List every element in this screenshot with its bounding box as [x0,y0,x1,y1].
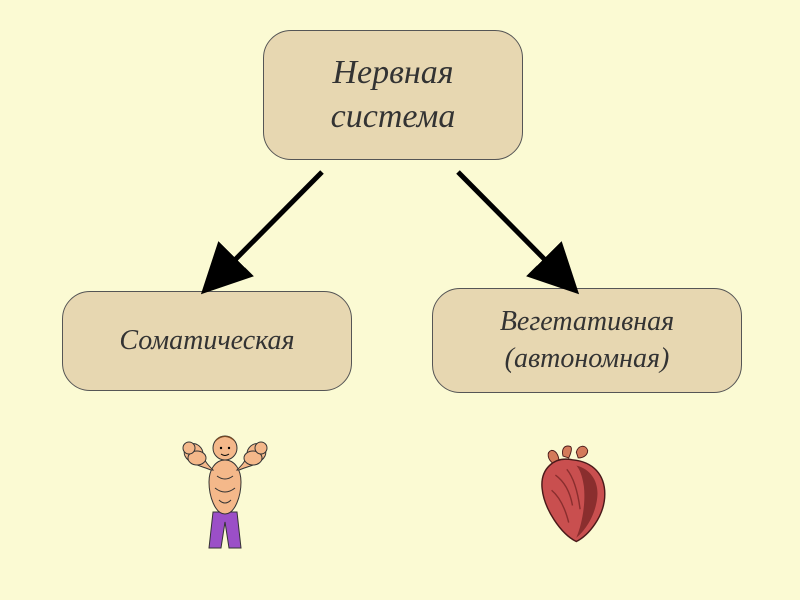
right-child-label: Вегетативная(автономная) [500,304,674,377]
heart-organ-icon [525,440,620,550]
muscle-man-icon [175,430,275,550]
arrow-right [458,172,565,280]
left-child-label: Соматическая [119,323,294,359]
left-child-node: Соматическая [62,291,352,391]
arrow-left [215,172,322,280]
root-node-label: Нервнаясистема [331,51,456,139]
right-child-node: Вегетативная(автономная) [432,288,742,393]
root-node: Нервнаясистема [263,30,523,160]
